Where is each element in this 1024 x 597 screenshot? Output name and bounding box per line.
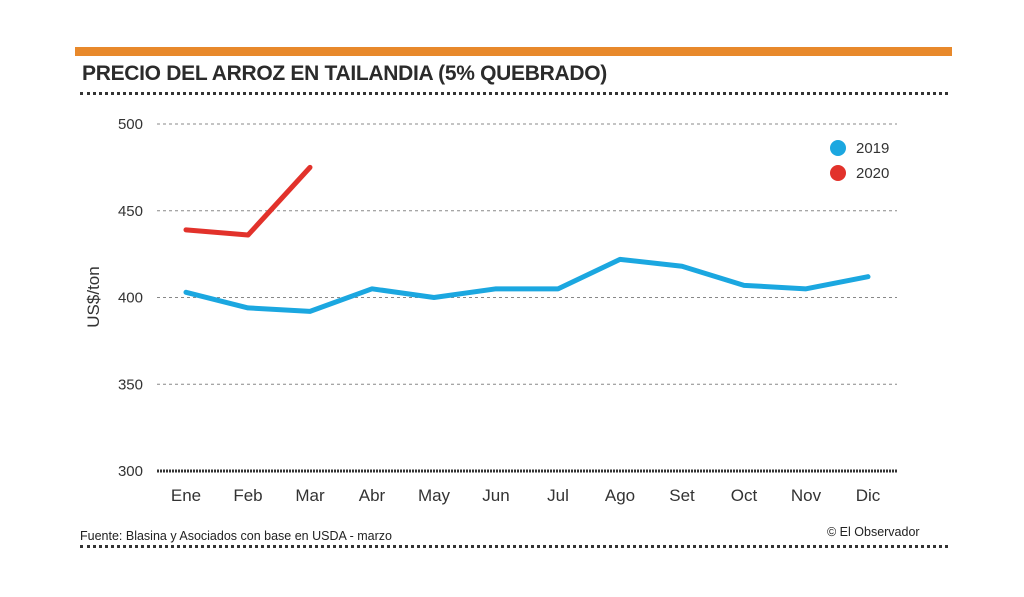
x-tick-label: Jun [482, 486, 509, 505]
legend-label-2019: 2019 [856, 140, 889, 157]
x-tick-label: Jul [547, 486, 569, 505]
y-tick-label: 350 [118, 376, 143, 393]
legend-label-2020: 2020 [856, 165, 889, 182]
source-note: Fuente: Blasina y Asociados con base en … [80, 529, 392, 543]
x-tick-label: Nov [791, 486, 822, 505]
chart-title: PRECIO DEL ARROZ EN TAILANDIA (5% QUEBRA… [82, 62, 607, 85]
y-axis-label: US$/ton [84, 266, 103, 327]
footer-divider [80, 545, 948, 548]
legend-marker-2019 [830, 140, 846, 156]
x-tick-label: Mar [295, 486, 325, 505]
series-line-2020 [183, 164, 313, 238]
y-tick-label: 500 [118, 116, 143, 133]
x-tick-label: Feb [233, 486, 262, 505]
x-tick-label: Oct [731, 486, 758, 505]
series-line-2019 [183, 256, 871, 314]
credit: © El Observador [827, 525, 920, 539]
x-tick-label: Ago [605, 486, 635, 505]
y-tick-label: 300 [118, 463, 143, 480]
x-tick-label: Abr [359, 486, 386, 505]
x-tick-label: Ene [171, 486, 201, 505]
x-tick-label: Dic [856, 486, 881, 505]
title-divider [80, 92, 948, 95]
x-tick-label: May [418, 486, 451, 505]
legend-marker-2020 [830, 165, 846, 181]
y-tick-label: 450 [118, 203, 143, 220]
x-tick-label: Set [669, 486, 695, 505]
y-tick-label: 400 [118, 290, 143, 307]
accent-bar [75, 47, 952, 56]
